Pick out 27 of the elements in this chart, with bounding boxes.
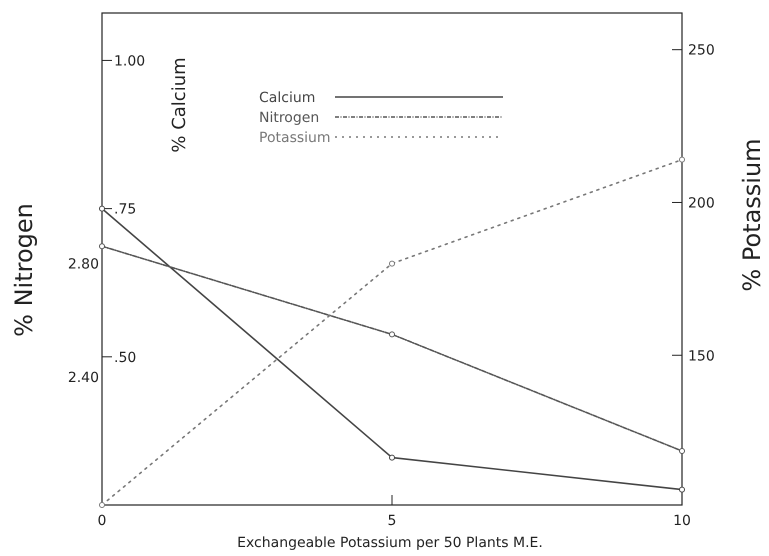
y3-tick-label: 1.00 [114,53,146,70]
point [99,206,105,212]
y2-tick-label: 150 [688,348,715,364]
point [679,486,685,493]
x-tick-label: 0 [98,513,106,529]
text: Potassium [259,130,331,146]
y-tick-label: 2.40 [68,370,99,386]
y2-axis-title: % Potassium [738,138,766,292]
point [99,502,105,508]
y2-tick-label: 200 [688,195,715,212]
y-tick-label: 2.80 [68,256,99,272]
text: Nitrogen [259,110,320,126]
y3-tick-label: .50 [114,350,136,366]
x-tick-label: 10 [673,513,691,529]
point [679,448,685,454]
point [389,331,395,338]
x-axis-title: Exchangeable Potassium per 50 Plants M.E. [237,535,543,551]
point [389,454,395,461]
y3-axis-title: % Calcium [169,57,190,153]
y3-tick-label: .75 [114,202,136,218]
x-tick-label: 5 [388,513,396,529]
text: Calcium [259,90,316,106]
point [679,156,685,163]
point [389,260,395,267]
y2-tick-label: 250 [688,42,715,59]
point [99,243,105,250]
y-axis-title: % Nitrogen [10,203,38,337]
